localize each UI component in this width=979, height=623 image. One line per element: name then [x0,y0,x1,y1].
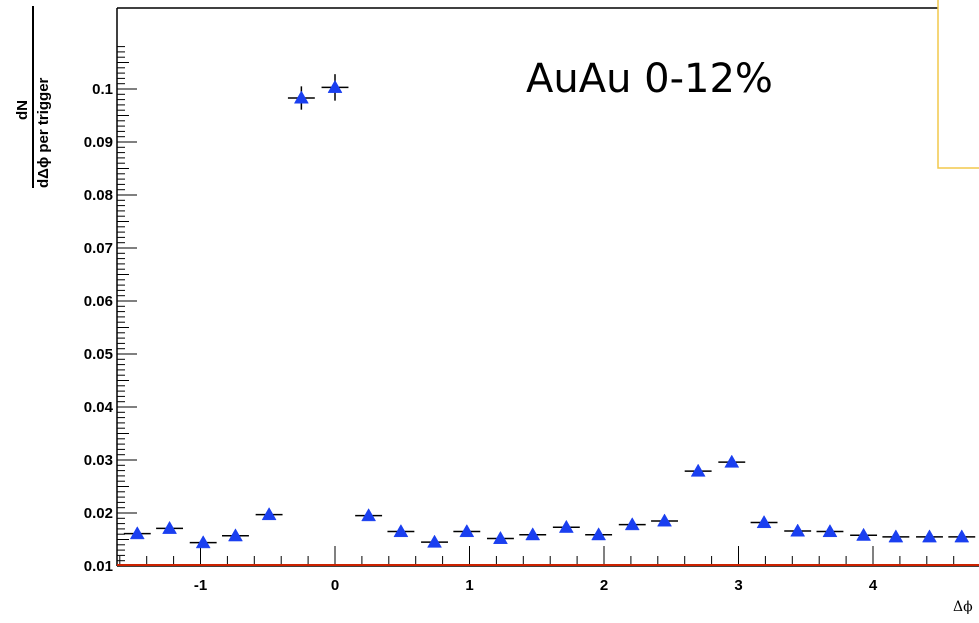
data-point [618,517,646,531]
data-point [552,519,580,533]
data-point [321,74,349,101]
legend-box [937,0,979,169]
x-tick-label: 0 [331,577,339,594]
triangle-marker [162,520,177,534]
chart-title: AuAu 0-12% [526,56,773,102]
y-tick-label: 0.1 [92,81,113,98]
triangle-marker [756,515,772,529]
data-point [585,527,613,541]
x-tick-label: -1 [194,577,207,594]
triangle-marker [591,527,607,541]
x-tick-label: 1 [465,577,473,594]
y-tick-label: 0.06 [84,293,113,310]
data-point [784,523,812,537]
y-tick-label: 0.01 [84,558,113,575]
triangle-marker [954,529,970,543]
triangle-marker [427,534,442,548]
data-point [850,527,878,541]
triangle-marker [459,524,475,538]
y-tick-label: 0.03 [84,452,113,469]
triangle-marker [228,528,243,542]
triangle-marker [493,530,508,544]
triangle-marker [293,90,309,104]
data-point [156,520,184,534]
triangle-marker [361,508,377,522]
x-axis-label: Δϕ [953,599,973,615]
data-point [948,529,976,543]
y-tick-label: 0.05 [84,346,113,363]
triangle-marker [822,524,838,538]
triangle-marker [525,527,541,541]
y-axis-label-denominator: dΔϕ per trigger [35,77,52,188]
x-tick-label: 2 [600,577,608,594]
y-tick-label: 0.09 [84,134,113,151]
data-point [750,515,778,529]
data-point [718,454,746,468]
y-axis-label-numerator: dN [14,100,31,120]
triangle-marker [856,527,872,541]
triangle-marker [195,535,211,549]
data-point [486,530,514,544]
data-point [916,529,943,543]
triangle-marker [393,524,409,538]
data-point [123,526,151,540]
data-point [882,529,910,543]
y-tick-label: 0.02 [84,505,113,522]
triangle-marker [624,517,640,531]
triangle-marker [790,523,806,537]
data-point [189,535,217,549]
triangle-marker [558,519,574,533]
triangle-marker [690,463,706,477]
x-tick-label: 4 [869,577,878,594]
triangle-marker [129,526,145,540]
triangle-marker [888,529,904,543]
data-point [651,513,678,527]
data-points [123,74,976,549]
data-point [421,534,448,548]
triangle-marker [261,507,277,521]
data-point [255,507,283,521]
triangle-marker [327,79,343,93]
data-point [287,86,315,110]
x-tick-label: 3 [734,577,742,594]
data-point [519,527,547,541]
y-tick-label: 0.08 [84,187,113,204]
data-point [387,524,415,538]
triangle-marker [724,454,740,468]
data-point [684,463,712,477]
triangle-marker [922,529,937,543]
y-tick-label: 0.04 [84,399,114,416]
y-axis-label: dN dΔϕ per trigger [14,6,52,188]
data-point [222,528,249,542]
x-axis: -1 0 1 2 3 4 [119,546,955,594]
triangle-marker [657,513,672,527]
y-axis: 0.01 0.02 0.03 0.04 0.05 0.06 0.07 0.08 0.09 0.1 [84,46,137,575]
y-tick-label: 0.07 [84,240,113,257]
data-point [453,524,481,538]
data-point [816,524,844,538]
data-point [355,508,383,522]
